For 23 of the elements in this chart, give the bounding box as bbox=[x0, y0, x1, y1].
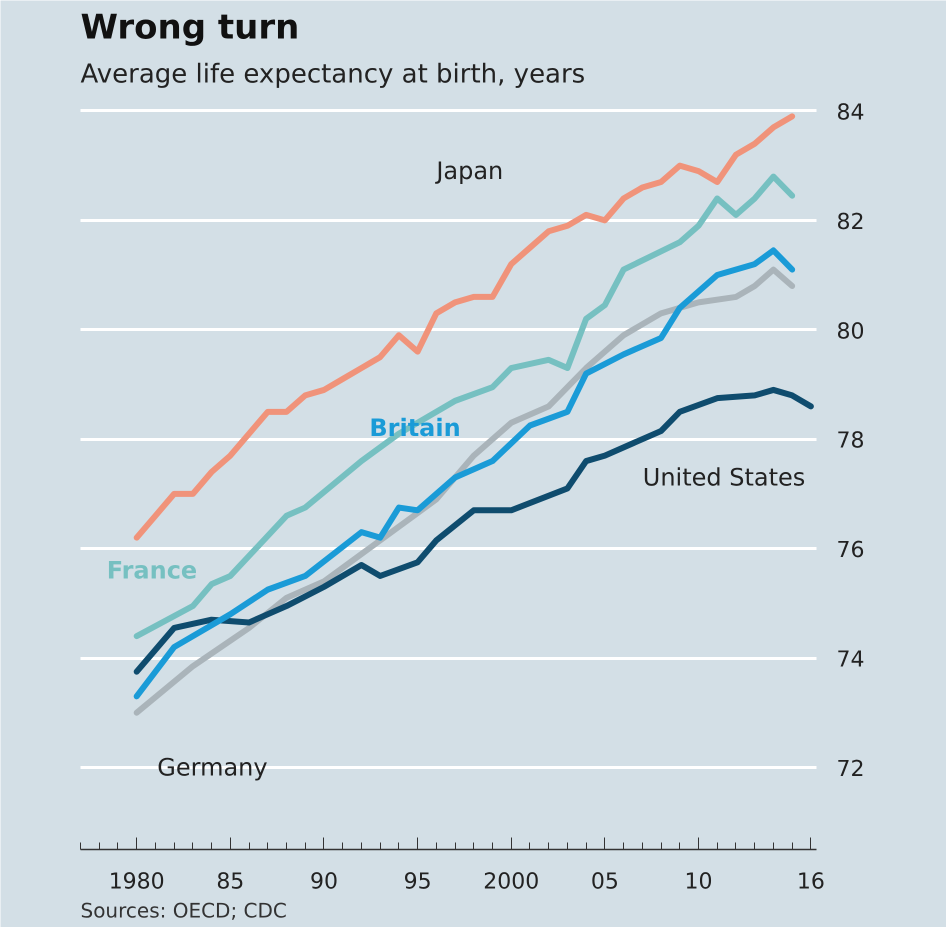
y-tick-label: 80 bbox=[836, 319, 864, 344]
x-tick-label: 05 bbox=[590, 870, 619, 894]
x-tick-label: 1980 bbox=[108, 870, 165, 894]
y-tick-label: 76 bbox=[836, 538, 864, 564]
y-tick-label: 82 bbox=[836, 210, 864, 235]
x-tick-label: 2000 bbox=[483, 870, 540, 894]
series-label: Britain bbox=[369, 414, 461, 442]
series-label: United States bbox=[642, 463, 806, 492]
y-tick-label: 78 bbox=[836, 428, 864, 454]
x-tick-label: 16 bbox=[796, 870, 825, 894]
text: Japan bbox=[434, 157, 504, 186]
y-tick-label: 84 bbox=[836, 100, 864, 126]
y-tick-label: 72 bbox=[836, 756, 864, 782]
x-tick-label: 85 bbox=[216, 870, 244, 894]
series-label: France bbox=[106, 556, 198, 584]
x-tick-label: 95 bbox=[404, 870, 432, 894]
x-tick-label: 10 bbox=[684, 870, 713, 894]
chart-title: Wrong turn bbox=[80, 8, 300, 48]
y-tick-label: 74 bbox=[836, 648, 864, 673]
series-label: Germany bbox=[157, 753, 268, 782]
source-note: Sources: OECD; CDC bbox=[80, 898, 287, 922]
x-tick-label: 90 bbox=[310, 870, 338, 894]
chart-subtitle: Average life expectancy at birth, years bbox=[80, 60, 586, 90]
